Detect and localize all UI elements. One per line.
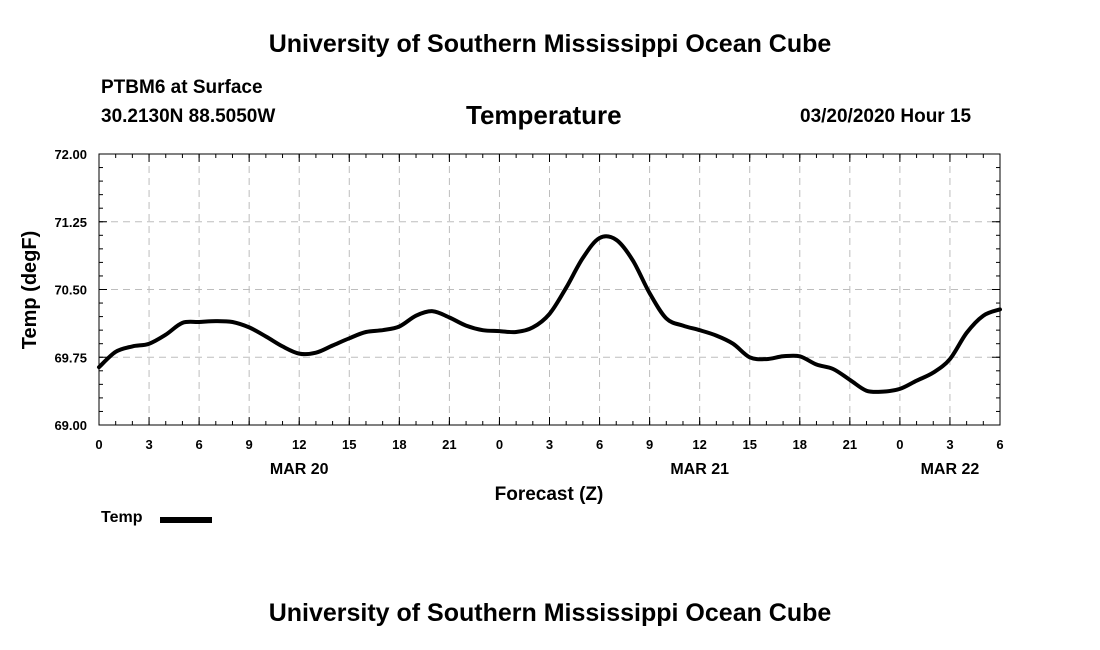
x-axis-title: Forecast (Z) <box>495 484 604 505</box>
x-tick-label: 9 <box>246 437 253 452</box>
forecast-datetime: 03/20/2020 Hour 15 <box>800 106 972 127</box>
x-tick-label: 6 <box>996 437 1003 452</box>
legend-swatch <box>160 517 212 523</box>
x-tick-label: 6 <box>195 437 202 452</box>
temp-series-line <box>97 234 1002 394</box>
x-tick-label: 6 <box>596 437 603 452</box>
x-tick-label: 12 <box>292 437 306 452</box>
x-tick-label: 18 <box>392 437 406 452</box>
grid <box>99 154 1000 425</box>
x-tick-label: 3 <box>145 437 152 452</box>
x-tick-label: 21 <box>442 437 456 452</box>
y-tick-label: 72.00 <box>54 147 87 162</box>
date-label: MAR 20 <box>270 461 329 478</box>
axis-labels: 69.00 69.75 70.50 71.25 72.00 0 3 6 9 12 15 18 21 0 3 6… <box>54 147 1003 478</box>
x-tick-label: 18 <box>793 437 807 452</box>
x-tick-label: 0 <box>95 437 102 452</box>
date-label: MAR 21 <box>670 461 729 478</box>
y-tick-label: 69.75 <box>54 350 87 365</box>
x-tick-label: 21 <box>843 437 857 452</box>
x-tick-label: 15 <box>342 437 356 452</box>
footer-title: University of Southern Mississippi Ocean… <box>268 599 832 627</box>
legend-label: Temp <box>101 509 143 526</box>
x-tick-label: 3 <box>546 437 553 452</box>
station-coordinates: 30.2130N 88.5050W <box>101 106 276 127</box>
y-axis-title: Temp (degF) <box>19 231 41 350</box>
y-tick-label: 70.50 <box>54 283 87 298</box>
y-tick-label: 69.00 <box>54 418 87 433</box>
y-tick-label: 71.25 <box>54 215 87 230</box>
chart-title: Temperature <box>466 100 622 130</box>
x-tick-label: 0 <box>896 437 903 452</box>
page-title: University of Southern Mississippi Ocean… <box>268 30 832 58</box>
station-label: PTBM6 at Surface <box>101 77 263 98</box>
axis-ticks <box>98 153 1001 426</box>
x-tick-label: 0 <box>496 437 503 452</box>
date-label: MAR 22 <box>921 461 980 478</box>
x-tick-label: 12 <box>692 437 706 452</box>
x-tick-label: 9 <box>646 437 653 452</box>
x-tick-label: 15 <box>742 437 756 452</box>
x-tick-label: 3 <box>946 437 953 452</box>
